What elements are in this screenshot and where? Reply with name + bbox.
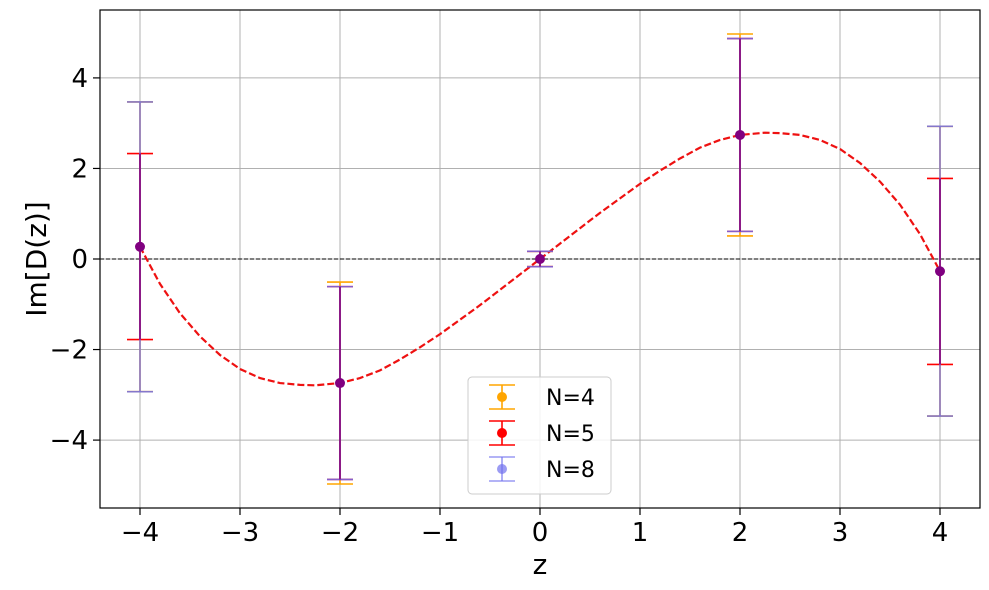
data-point bbox=[935, 266, 945, 277]
y-tick-label: 4 bbox=[71, 64, 88, 94]
y-axis-label: Im[D(z)] bbox=[20, 201, 53, 317]
data-markers bbox=[135, 129, 945, 389]
x-tick-label: −2 bbox=[321, 518, 359, 548]
legend-label: N=4 bbox=[546, 386, 595, 411]
legend-entry: N=4 bbox=[489, 384, 595, 411]
legend-entry: N=8 bbox=[489, 456, 595, 483]
x-tick-label: 0 bbox=[532, 518, 549, 548]
y-tick-label: −2 bbox=[50, 336, 88, 366]
legend-entry: N=5 bbox=[489, 420, 595, 447]
x-tick-label: −4 bbox=[121, 518, 159, 548]
x-tick-label: 1 bbox=[632, 518, 649, 548]
y-tick-labels: −4 −2 0 2 4 bbox=[50, 64, 88, 456]
x-tick-label: −3 bbox=[221, 518, 259, 548]
legend-marker bbox=[497, 392, 507, 402]
x-tick-label: 3 bbox=[832, 518, 849, 548]
tick-marks bbox=[93, 77, 941, 515]
legend-label: N=5 bbox=[546, 422, 595, 447]
data-point bbox=[735, 129, 745, 140]
y-tick-label: 0 bbox=[71, 245, 88, 275]
legend-label: N=8 bbox=[546, 458, 595, 483]
x-tick-label: 4 bbox=[932, 518, 949, 548]
x-tick-labels: −4 −3 −2 −1 0 1 2 3 4 bbox=[121, 518, 948, 548]
legend: N=4 N=5 N=8 bbox=[467, 376, 612, 495]
y-tick-label: −4 bbox=[50, 426, 88, 456]
x-tick-label: −1 bbox=[421, 518, 459, 548]
legend-marker bbox=[497, 428, 507, 438]
x-tick-label: 2 bbox=[732, 518, 749, 548]
data-point bbox=[335, 378, 345, 389]
data-point bbox=[135, 241, 145, 252]
y-tick-label: 2 bbox=[71, 154, 88, 184]
x-axis-label: z bbox=[533, 548, 548, 581]
data-point bbox=[535, 254, 545, 264]
legend-marker bbox=[497, 464, 507, 474]
